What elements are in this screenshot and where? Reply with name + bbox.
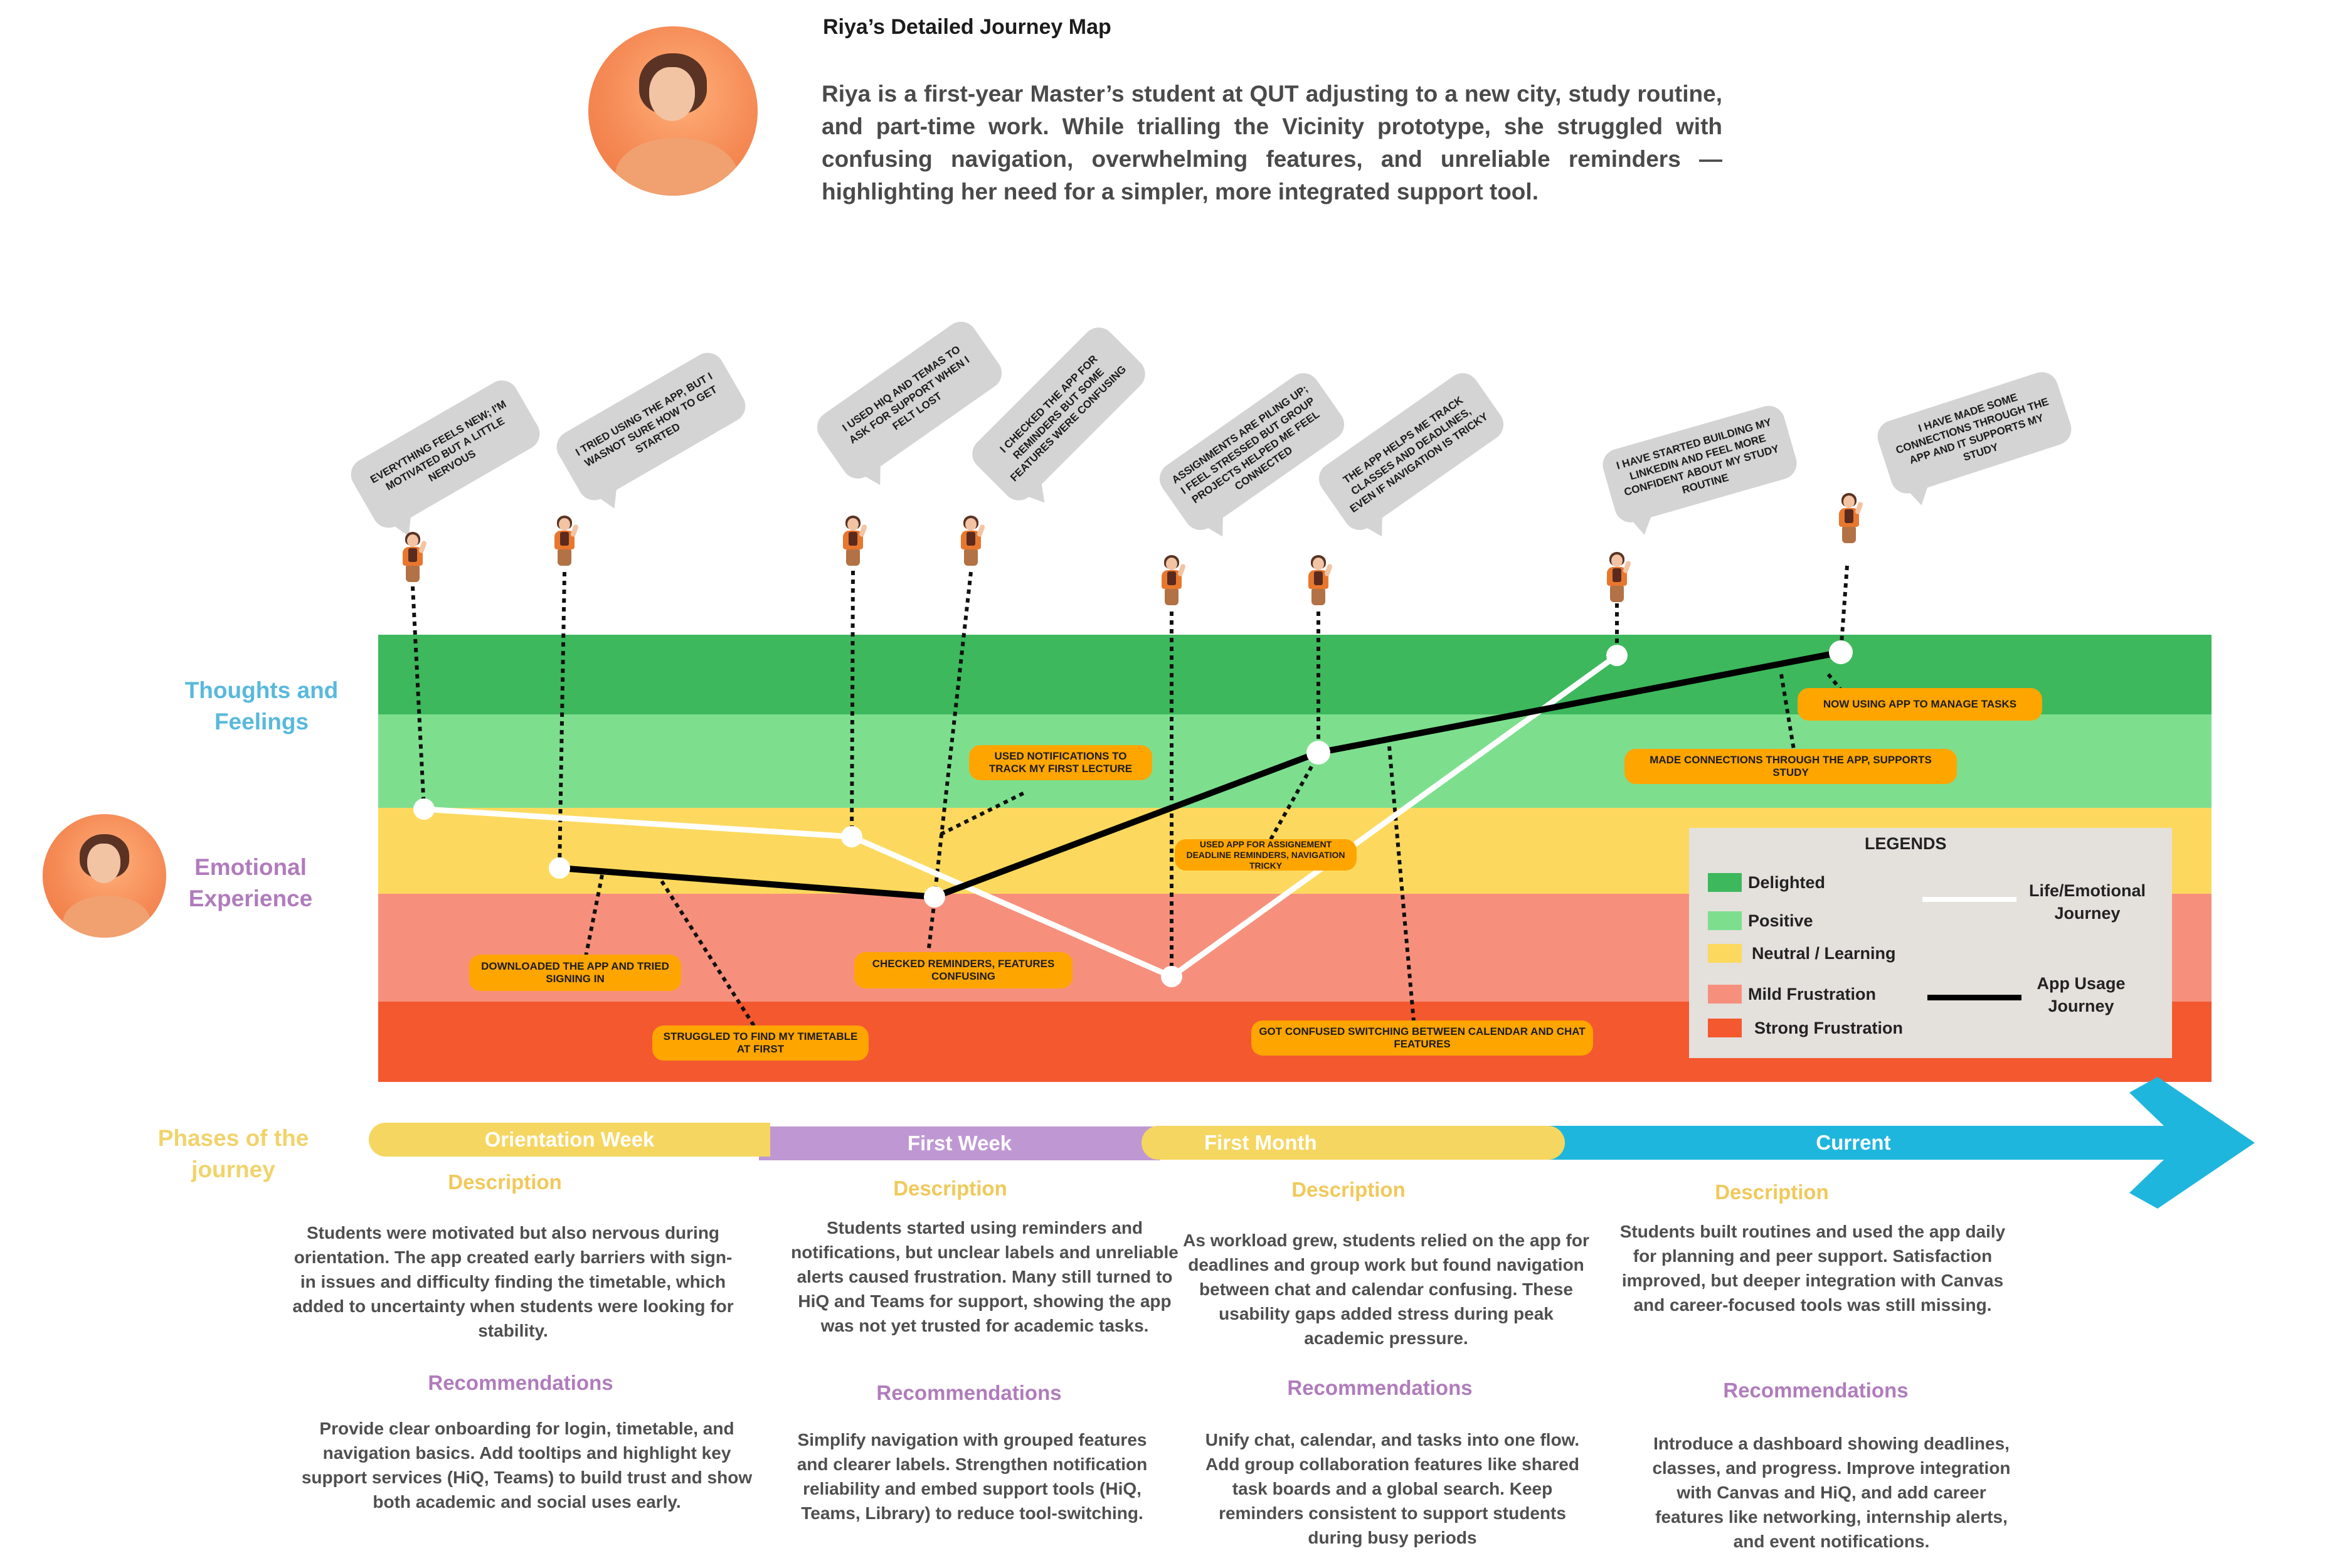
thought-bubble-8: I HAVE MADE SOME CONNECTIONS THROUGH THE…	[1873, 368, 2076, 498]
legend-label-app: App Usage Journey	[2037, 974, 2126, 1015]
first-month-description: As workload grew, students relied on the…	[1183, 1231, 1589, 1348]
persona-figure-1	[395, 532, 430, 582]
legend-title: LEGENDS	[1865, 834, 1947, 853]
callout-confused-calendar-chat: GOT CONFUSED SWITCHING BETWEEN CALENDAR …	[1251, 1020, 1593, 1056]
phase-current: Current	[1549, 1126, 2158, 1160]
thought-bubble-5: ASSIGNMENTS ARE PILING UP; I FEEL STRESS…	[1153, 366, 1351, 537]
persona-figure-4	[953, 516, 988, 566]
callout-downloaded-app: DOWNLOADED THE APP AND TRIED SIGNING IN	[469, 955, 681, 991]
current-recommendations: Introduce a dashboard showing deadlines,…	[1652, 1434, 2011, 1551]
thoughts-feelings-label: Thoughts and Feelings	[184, 677, 339, 734]
emotional-experience-label: Emotional Experience	[188, 854, 313, 911]
legend-line-life	[1922, 897, 2016, 902]
legend-label-life: Life/Emotional Journey	[2028, 881, 2146, 923]
orientation-recommendations: Provide clear onboarding for login, time…	[301, 1419, 753, 1512]
legend-swatch-mild	[1708, 985, 1742, 1004]
callout-struggled-timetable: STRUGGLED TO FIND MY TIMETABLE AT FIRST	[652, 1025, 869, 1061]
legend-line-app	[1927, 995, 2021, 1000]
first-month-recommendations: Unify chat, calendar, and tasks into one…	[1205, 1430, 1580, 1547]
thought-bubble-4: I CHECKED THE APP FOR REMINDERS BUT SOME…	[965, 320, 1152, 507]
persona-description: Riya is a first-year Master’s student at…	[822, 81, 1722, 204]
thought-bubble-2: I TRIED USING THE APP, BUT I WASNOT SURE…	[551, 347, 751, 506]
persona-figure-3	[835, 516, 871, 566]
orientation-recommendations-title: Recommendations	[428, 1371, 613, 1394]
page-title: Riya’s Detailed Journey Map	[823, 15, 1111, 39]
legend-label-mild: Mild Frustration	[1748, 985, 1876, 1004]
legend-swatch-neutral	[1708, 944, 1742, 963]
phases-label: Phases of the journey	[157, 1125, 309, 1182]
thought-bubble-1: EVERYTHING FEELS NEW; I'M MOTIVATED BUT …	[345, 374, 546, 534]
phase-first-week: First Week	[759, 1126, 1160, 1160]
persona-figure-2	[547, 516, 582, 566]
legend-label-positive: Positive	[1748, 911, 1813, 930]
legend-label-strong: Strong Frustration	[1754, 1019, 1903, 1037]
legend: LEGENDS Delighted Positive Neutral / Lea…	[1689, 828, 2172, 1058]
current-description-title: Description	[1715, 1180, 1829, 1204]
orientation-description: Students were motivated but also nervous…	[292, 1223, 734, 1340]
callout-checked-reminders: CHECKED REMINDERS, FEATURES CONFUSING	[854, 952, 1073, 988]
first-week-description: Students started using reminders and not…	[791, 1218, 1179, 1335]
current-recommendations-title: Recommendations	[1723, 1379, 1909, 1402]
first-week-recommendations: Simplify navigation with grouped feature…	[797, 1430, 1148, 1523]
phase-orientation-week: Orientation Week	[369, 1123, 770, 1157]
persona-figure-5	[1154, 555, 1189, 605]
callout-made-connections: MADE CONNECTIONS THROUGH THE APP, SUPPOR…	[1624, 749, 1957, 784]
callout-now-using-app: NOW USING APP TO MANAGE TASKS	[1798, 688, 2042, 721]
legend-swatch-strong	[1708, 1019, 1742, 1037]
phase-first-month: First Month	[1142, 1126, 1565, 1160]
thought-bubble-6: THE APP HELPS ME TRACK CLASSES AND DEADL…	[1312, 366, 1510, 537]
current-description: Students built routines and used the app…	[1619, 1222, 2006, 1315]
first-month-recommendations-title: Recommendations	[1287, 1376, 1473, 1399]
persona-figure-7	[1599, 552, 1634, 602]
legend-swatch-positive	[1708, 911, 1742, 930]
callout-used-notifications: USED NOTIFICATIONS TO TRACK MY FIRST LEC…	[969, 745, 1152, 780]
thought-bubble-7: I HAVE STARTED BUILDING MY LINKEDIN AND …	[1599, 401, 1801, 527]
legend-label-delighted: Delighted	[1748, 873, 1826, 892]
callout-assignment-reminders: USED APP FOR ASSIGNEMENT DEADLINE REMIND…	[1175, 839, 1357, 871]
persona-avatar-large	[588, 26, 758, 196]
first-week-description-title: Description	[893, 1177, 1007, 1200]
legend-label-neutral: Neutral / Learning	[1752, 944, 1896, 963]
legend-swatch-delighted	[1708, 873, 1742, 892]
persona-figure-6	[1301, 555, 1336, 605]
first-month-description-title: Description	[1291, 1178, 1406, 1201]
orientation-description-title: Description	[448, 1170, 562, 1194]
first-week-recommendations-title: Recommendations	[876, 1381, 1062, 1404]
persona-figure-8	[1831, 493, 1867, 543]
persona-avatar-small	[43, 814, 166, 938]
